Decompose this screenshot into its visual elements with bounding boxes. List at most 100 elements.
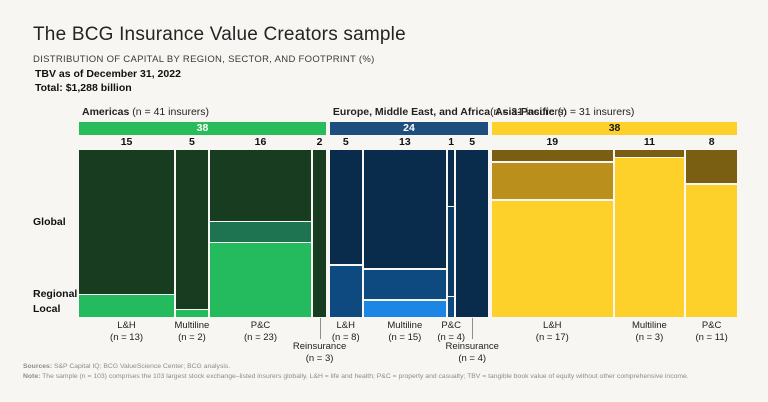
mosaic-segment-global <box>329 150 362 265</box>
mosaic-segment-global <box>363 150 447 269</box>
chart-subtitle: DISTRIBUTION OF CAPITAL BY REGION, SECTO… <box>33 54 375 65</box>
mosaic-segment-regional <box>209 222 312 242</box>
footprint-label-regional: Regional <box>33 288 78 300</box>
column-value-label: 5 <box>189 136 195 148</box>
reinsurance-leader-line <box>472 318 474 339</box>
column-value-label: 5 <box>469 136 476 148</box>
sector-count: (n = 2) <box>178 331 206 343</box>
note-footnote: Note: The sample (n = 103) comprises the… <box>23 372 689 381</box>
column-value-label: 2 <box>316 136 323 148</box>
sector-name: L&H <box>117 320 136 331</box>
sector-label-multiline: Multiline (n = 3) <box>594 320 704 343</box>
column-value-label: 13 <box>398 136 411 148</box>
mosaic-column-pc <box>448 150 455 318</box>
mosaic-segment-global <box>79 150 175 294</box>
sector-count: (n = 8) <box>331 331 360 343</box>
region-name: Americas <box>82 105 130 118</box>
mosaic-segment-global <box>456 150 489 317</box>
column-value-label: 11 <box>643 136 655 148</box>
sector-name: P&C <box>441 320 461 331</box>
mosaic-segment-local <box>492 200 613 317</box>
mosaic-column-pc <box>686 150 737 317</box>
sector-label-lh: L&H (n = 13) <box>72 320 182 343</box>
footprint-label-global: Global <box>33 216 66 228</box>
mosaic-segment-global <box>492 150 613 162</box>
mosaic-column-reinsurance <box>456 150 489 317</box>
mosaic-column-lh <box>492 150 613 317</box>
sector-name: Reinsurance <box>445 341 499 352</box>
sector-name: Multiline <box>387 320 423 331</box>
sector-label-multiline: Multiline (n = 2) <box>137 320 247 343</box>
mosaic-segment-local <box>448 297 455 318</box>
sources-footnote: Sources: S&P Capital IQ; BCG ValueScienc… <box>23 362 230 371</box>
region-name: Asia-Pacific <box>495 105 555 118</box>
region-count: (n = 31 insurers) <box>557 105 635 118</box>
mosaic-segment-local <box>79 295 175 317</box>
note-label: Note: <box>23 373 41 380</box>
mosaic-column-reinsurance <box>313 150 326 317</box>
sector-count: (n = 17) <box>535 331 569 343</box>
mosaic-column-pc <box>209 150 312 317</box>
column-value-label: 1 <box>448 136 455 148</box>
column-value-label: 15 <box>120 136 133 148</box>
sector-count: (n = 23) <box>244 331 278 343</box>
sector-name: L&H <box>543 320 562 331</box>
column-value-label: 19 <box>546 136 559 148</box>
mosaic-segment-regional <box>492 162 613 200</box>
mosaic-column-lh <box>329 150 362 317</box>
mosaic-segment-regional <box>448 207 455 296</box>
mosaic-segment-global <box>686 150 737 184</box>
region-share-bar: 24 <box>329 122 489 135</box>
mosaic-segment-regional <box>329 265 362 317</box>
sources-label: Sources: <box>23 363 53 370</box>
sector-count: (n = 3) <box>305 352 334 364</box>
region-count: (n = 31 insurers) <box>490 105 567 118</box>
mosaic-segment-local <box>614 158 685 317</box>
mosaic-segment-global <box>614 150 685 157</box>
mosaic-column-multiline <box>363 150 447 317</box>
column-value-label: 16 <box>254 136 267 148</box>
sector-label-reinsurance: Reinsurance (n = 3) <box>265 341 375 364</box>
sector-count: (n = 4) <box>437 331 466 343</box>
region-header-emea: Europe, Middle East, and Africa (n = 31 i… <box>333 84 567 118</box>
mosaic-segment-global <box>176 150 208 309</box>
mosaic-segment-local <box>209 243 312 317</box>
mosaic-column-lh <box>79 150 175 317</box>
sector-label-multiline: Multiline (n = 15) <box>350 320 460 343</box>
region-count: (n = 41 insurers) <box>132 105 210 118</box>
sources-text: S&P Capital IQ; BCG ValueScience Center;… <box>52 363 231 370</box>
column-value-label: 5 <box>342 136 349 148</box>
sector-count: (n = 4) <box>458 352 487 364</box>
sector-count: (n = 13) <box>110 331 144 343</box>
sector-count: (n = 15) <box>388 331 422 343</box>
region-share-bar: 38 <box>492 122 737 135</box>
page-title: The BCG Insurance Value Creators sample <box>33 24 406 45</box>
sector-label-pc: P&C (n = 23) <box>206 320 316 343</box>
sector-label-pc: P&C (n = 11) <box>657 320 767 343</box>
mosaic-segment-regional <box>363 269 447 300</box>
region-header-asia-pacific: Asia-Pacific (n = 31 insurers) <box>495 84 634 118</box>
note-text: The sample (n = 103) comprises the 103 l… <box>40 373 689 380</box>
mosaic-segment-local <box>686 184 737 317</box>
sector-name: P&C <box>701 320 722 331</box>
total-capital-line: Total: $1,288 billion <box>35 82 132 94</box>
mosaic-column-multiline <box>176 150 208 317</box>
mosaic-column-multiline <box>614 150 685 317</box>
sector-count: (n = 11) <box>695 331 728 343</box>
region-name: Europe, Middle East, and Africa <box>332 105 491 118</box>
mosaic-segment-global <box>313 150 326 317</box>
mosaic-segment-local <box>176 310 208 317</box>
sector-name: P&C <box>250 320 271 331</box>
sector-name: L&H <box>336 320 355 331</box>
tbv-date-line: TBV as of December 31, 2022 <box>35 68 181 80</box>
column-value-label: 8 <box>708 136 715 148</box>
region-header-americas: Americas (n = 41 insurers) <box>82 84 209 118</box>
mosaic-segment-global <box>448 150 455 206</box>
region-share-bar: 38 <box>79 122 326 135</box>
footprint-label-local: Local <box>33 303 61 315</box>
sector-count: (n = 3) <box>635 331 664 343</box>
mosaic-segment-local <box>363 300 447 317</box>
sector-label-lh: L&H (n = 17) <box>497 320 607 343</box>
sector-name: Multiline <box>174 320 210 331</box>
